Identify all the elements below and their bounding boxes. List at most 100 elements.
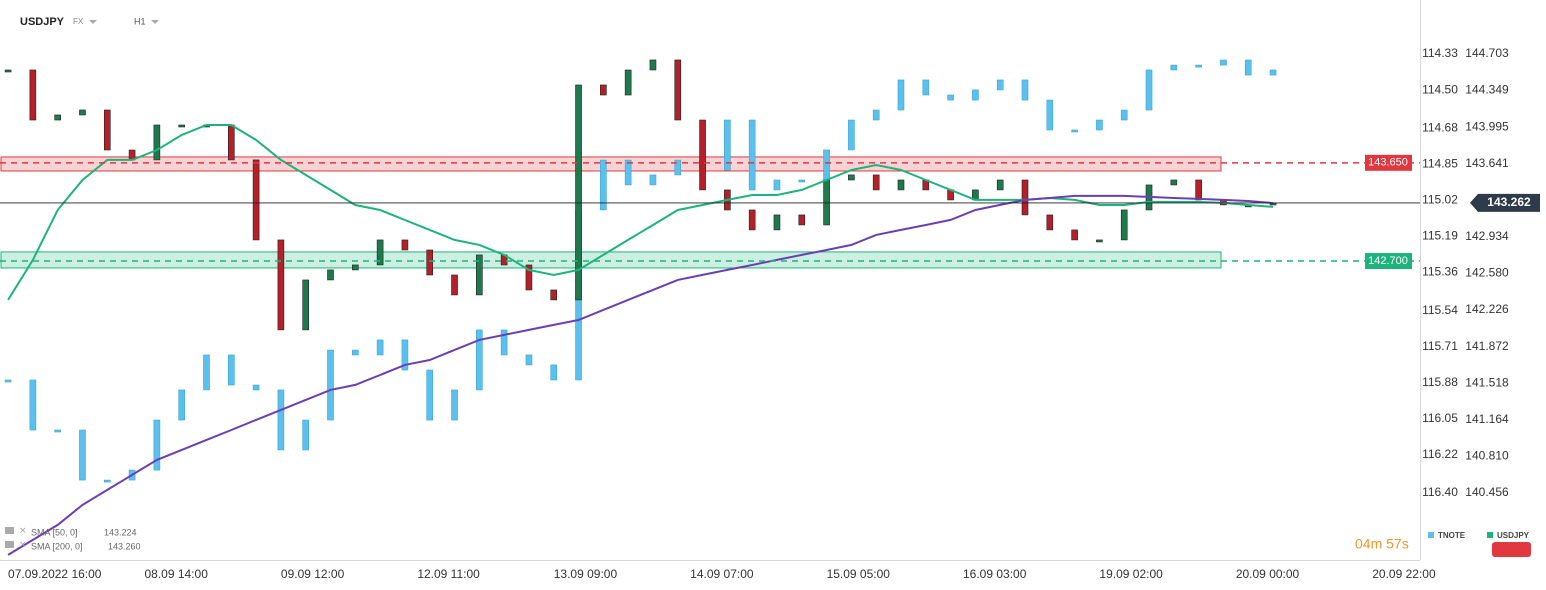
settings-icon[interactable]: [5, 541, 14, 548]
level-label: 143.650: [1368, 157, 1408, 169]
candle: [54, 114, 61, 121]
candle: [29, 379, 37, 431]
candle: [500, 329, 508, 356]
y-tick-label: 142.934: [1465, 229, 1509, 243]
sma-line: [7, 124, 1274, 301]
y2-tick-label: 116.22: [1422, 447, 1458, 461]
candle: [897, 79, 905, 111]
candle: [4, 69, 12, 73]
candle: [277, 389, 285, 451]
close-icon[interactable]: ✕: [19, 539, 27, 549]
candle: [649, 59, 657, 71]
candle: [550, 364, 558, 381]
candle: [996, 179, 1004, 191]
legend-swatch: [1428, 532, 1434, 538]
x-tick-label: 07.09.2022 16:00: [8, 567, 102, 581]
candle: [302, 279, 310, 331]
close-icon[interactable]: ✕: [19, 525, 27, 535]
trade-button[interactable]: [1492, 542, 1531, 557]
candle: [748, 209, 756, 231]
x-tick-label: 15.09 05:00: [827, 567, 891, 581]
candle: [178, 389, 185, 421]
candle: [401, 239, 409, 251]
candle: [848, 174, 855, 181]
candle: [1195, 64, 1202, 68]
candle: [1046, 214, 1054, 231]
dropdown-icon[interactable]: [89, 20, 97, 24]
legend-label[interactable]: TNOTE: [1438, 531, 1466, 540]
candle: [4, 379, 12, 383]
legend-label[interactable]: USDJPY: [1497, 531, 1530, 540]
candle: [376, 339, 384, 356]
y2-tick-label: 115.02: [1422, 193, 1458, 207]
candle: [525, 264, 533, 291]
y-tick-label: 143.641: [1465, 156, 1509, 170]
x-tick-label: 09.09 12:00: [281, 567, 345, 581]
y2-tick-label: 115.54: [1422, 303, 1458, 317]
y2-tick-label: 115.88: [1422, 375, 1458, 389]
x-tick-label: 20.09 00:00: [1236, 567, 1300, 581]
candle: [600, 159, 607, 211]
symbol[interactable]: USDJPY: [20, 16, 65, 28]
candle: [1195, 179, 1202, 201]
indicator-legend: SMA [50, 0]: [31, 527, 78, 537]
candle: [1170, 64, 1178, 71]
candle: [153, 419, 161, 471]
candle: [252, 159, 260, 241]
x-tick-label: 12.09 11:00: [417, 567, 480, 581]
candle: [376, 239, 384, 266]
candle: [227, 354, 235, 386]
candle: [600, 84, 607, 96]
candle: [203, 354, 210, 391]
market: FX: [73, 17, 84, 26]
y-tick-label: 142.580: [1465, 266, 1509, 280]
candle: [29, 69, 37, 121]
candle: [624, 159, 632, 186]
y-tick-label: 143.995: [1465, 119, 1509, 133]
settings-icon[interactable]: [5, 527, 14, 534]
candle: [352, 264, 359, 271]
candle: [1220, 59, 1227, 66]
y-tick-label: 144.349: [1465, 83, 1509, 97]
legend-swatch: [1487, 532, 1493, 538]
indicator-legend-value: 143.224: [104, 527, 137, 537]
candle: [302, 419, 310, 451]
dropdown-icon[interactable]: [151, 20, 159, 24]
candle: [922, 79, 930, 96]
y-tick-label: 140.456: [1465, 485, 1509, 499]
candle: [724, 119, 731, 171]
candle: [1021, 79, 1029, 101]
timeframe[interactable]: H1: [134, 16, 146, 26]
candle: [550, 289, 558, 301]
candle: [848, 119, 855, 151]
level-zone: [0, 251, 1222, 269]
x-tick-label: 20.09 22:00: [1372, 567, 1436, 581]
y-tick-label: 141.518: [1465, 375, 1509, 389]
candle: [773, 214, 781, 231]
y-tick-label: 141.872: [1465, 339, 1509, 353]
plot-area: 143.650 142.700: [0, 59, 1420, 556]
y2-tick-label: 115.71: [1422, 339, 1458, 353]
candle: [227, 124, 235, 161]
candle: [699, 119, 706, 191]
candle: [1096, 239, 1103, 243]
candle: [872, 174, 880, 191]
y-tick-label: 140.810: [1465, 449, 1509, 463]
y2-tick-label: 114.68: [1422, 120, 1458, 134]
candle: [897, 179, 905, 191]
candle: [798, 214, 806, 226]
candle: [79, 429, 86, 481]
y-tick-label: 141.164: [1465, 412, 1509, 426]
candle: [451, 274, 458, 296]
y2-tick-label: 116.40: [1422, 485, 1458, 499]
candle: [1145, 69, 1153, 111]
candle: [103, 479, 111, 483]
y2-tick-label: 114.50: [1422, 82, 1458, 96]
candle: [649, 174, 657, 186]
indicator-legend: SMA [200, 0]: [31, 541, 83, 551]
candle: [1170, 179, 1178, 186]
y2-tick-label: 114.85: [1422, 157, 1458, 171]
candle: [277, 239, 285, 331]
